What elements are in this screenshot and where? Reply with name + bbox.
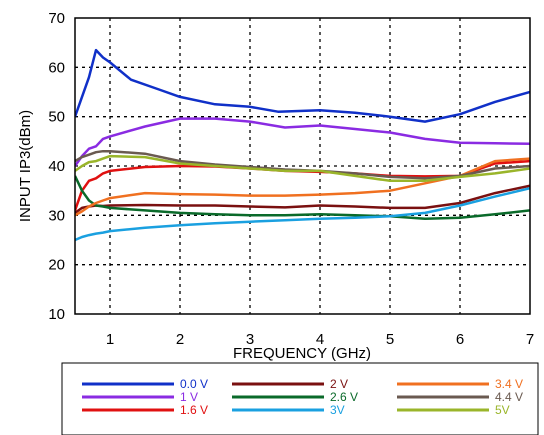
y-tick-label: 20 [48, 257, 65, 274]
legend-box [61, 362, 539, 435]
legend-label: 3V [330, 403, 345, 417]
y-tick-label: 40 [48, 158, 65, 175]
legend-label: 5V [495, 403, 510, 417]
legend-label: 4.4 V [495, 390, 523, 404]
x-axis-label: FREQUENCY (GHz) [233, 345, 371, 362]
y-tick-label: 30 [48, 207, 65, 224]
x-tick-label: 4 [316, 331, 324, 348]
x-tick-label: 3 [246, 331, 254, 348]
x-tick-label: 2 [176, 331, 184, 348]
y-axis-label: INPUT IP3(dBm) [17, 110, 34, 222]
legend-label: 2.6 V [330, 390, 358, 404]
y-tick-label: 70 [48, 10, 65, 27]
x-tick-label: 1 [106, 331, 114, 348]
x-tick-label: 6 [456, 331, 464, 348]
x-tick-label: 7 [526, 331, 534, 348]
series-line [75, 48, 530, 123]
series-lines [75, 48, 530, 242]
grid-lines [75, 18, 530, 314]
x-tick-label: 5 [386, 331, 394, 348]
series-line [75, 117, 530, 167]
legend: 0.0 V 2 V 3.4 V 1 V 2.6 V 4.4 V 1.6 V 3V 5V [82, 377, 523, 417]
series-line [75, 175, 530, 221]
plot-frame [74, 17, 531, 315]
series-line [75, 157, 530, 217]
axis-ticks: 1 2 3 4 5 6 7 10 20 30 40 50 60 70 [48, 10, 534, 348]
legend-label: 2 V [330, 377, 348, 391]
legend-label: 1 V [180, 390, 198, 404]
legend-label: 0.0 V [180, 377, 208, 391]
y-tick-label: 50 [48, 109, 65, 126]
series-line [75, 154, 530, 183]
legend-label: 3.4 V [495, 377, 523, 391]
series-line [75, 149, 530, 180]
series-line [75, 186, 530, 242]
series-line [75, 184, 530, 214]
legend-label: 1.6 V [180, 403, 208, 417]
y-tick-label: 60 [48, 59, 65, 76]
y-tick-label: 10 [48, 306, 65, 323]
